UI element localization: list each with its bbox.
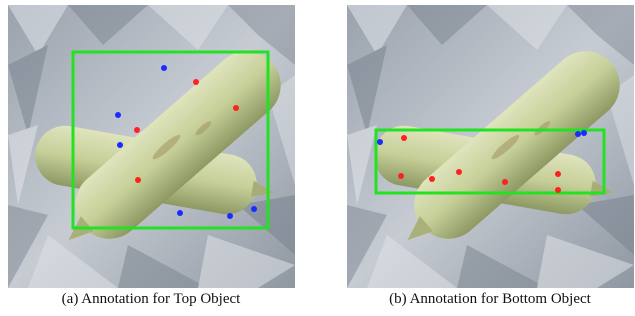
caption: (a) Annotation for Top Object (62, 291, 241, 307)
figure: (a) Annotation for Top Object (b) Annota… (0, 0, 635, 316)
panel-b (347, 5, 634, 288)
caption: (b) Annotation for Bottom Object (389, 291, 591, 307)
panel-a (8, 5, 295, 288)
figure-svg: (a) Annotation for Top Object (b) Annota… (0, 0, 635, 316)
